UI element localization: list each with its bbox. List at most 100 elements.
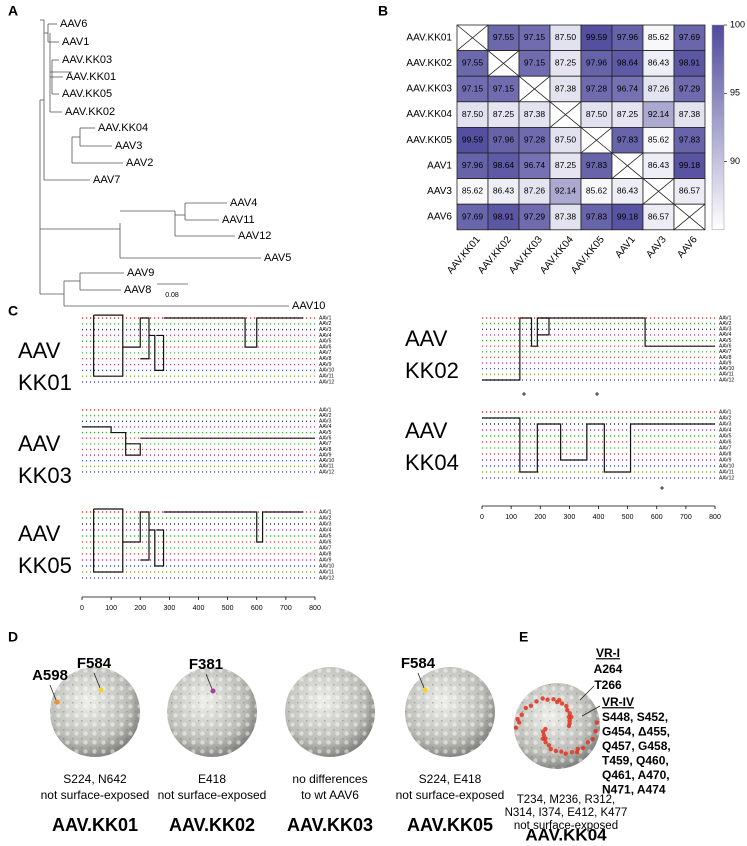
sequence-label: AAV2 — [719, 321, 732, 327]
variable-region-spot — [534, 699, 539, 704]
variable-region-spot — [563, 751, 568, 756]
x-tick-label: 700 — [680, 514, 692, 521]
recombination-path — [122, 511, 150, 561]
heat-cell — [456, 50, 489, 77]
tree-leaf-label: AAV11 — [222, 214, 255, 226]
note: S224, N642 — [63, 772, 127, 786]
heat-cell — [611, 50, 644, 77]
panel-name: KK04 — [405, 450, 459, 475]
residue-label: F584 — [77, 655, 112, 672]
x-tick-label: 0 — [80, 605, 84, 612]
recombination-path — [148, 334, 165, 371]
sequence-label: AAV5 — [319, 533, 332, 539]
row-label: AAV.KK05 — [406, 135, 452, 146]
recombination-path — [82, 426, 141, 456]
heat-cell — [549, 75, 582, 103]
panel-name: KK02 — [405, 358, 459, 383]
recombination-path — [163, 317, 304, 348]
note: S224, E418 — [419, 772, 482, 786]
region-residue: G454, Δ455, — [602, 725, 670, 739]
tree-leaf-label: AAV.KK01 — [66, 71, 116, 83]
cell-label: 87.26 — [524, 186, 546, 196]
cross — [642, 178, 675, 205]
row-label: AAV6 — [427, 212, 452, 223]
row-label: AAV.KK03 — [406, 84, 452, 95]
cell-label: 99.18 — [617, 211, 639, 221]
sequence-label: AAV4 — [319, 527, 332, 533]
tree-leaf-label: AAV3 — [115, 140, 142, 152]
sequence-label: AAV9 — [719, 360, 732, 366]
variable-region-spot — [575, 746, 581, 752]
sequence-label: AAV10 — [719, 463, 734, 469]
cell-label: 85.62 — [462, 186, 484, 196]
heat-cell — [611, 178, 644, 205]
heat-cell — [518, 24, 551, 52]
heat-cell — [487, 152, 520, 180]
sequence-label: AAV11 — [319, 374, 334, 380]
pointer — [581, 705, 601, 717]
x-tick-label: 800 — [309, 605, 321, 612]
cell-label: 87.25 — [617, 109, 639, 119]
note: E418 — [198, 772, 226, 786]
column-label: AAV.KK05 — [569, 234, 607, 276]
sequence-label: AAV6 — [319, 539, 332, 545]
row-label: AAV.KK01 — [406, 32, 452, 43]
sequence-label: AAV6 — [719, 439, 732, 445]
note: not surface-exposed — [158, 788, 267, 802]
heat-cell — [518, 178, 551, 205]
sequence-label: AAV3 — [319, 419, 332, 425]
recombination-path — [122, 317, 150, 360]
sequence-label: AAV2 — [319, 413, 332, 419]
cell-label: 98.64 — [493, 160, 515, 170]
cell-label: 85.62 — [648, 32, 670, 42]
row-label: AAV.KK04 — [406, 109, 452, 120]
heat-cell — [487, 178, 520, 205]
colorbar-tick-label: 90 — [730, 156, 740, 166]
recombination-path — [148, 529, 165, 567]
cell-label: 87.25 — [555, 58, 577, 68]
x-tick-label: 200 — [134, 605, 146, 612]
variable-region-spot — [551, 697, 556, 702]
variable-region-spot — [590, 736, 595, 742]
variable-region-spot — [585, 740, 591, 745]
variable-region-spot — [543, 736, 548, 741]
region-residue: T459, Q460, — [602, 754, 669, 768]
note: T234, M236, R312, — [517, 794, 615, 806]
sequence-label: AAV3 — [719, 421, 732, 427]
cell-label: 99.18 — [679, 160, 701, 170]
tree-leaf-label: AAV8 — [124, 284, 151, 296]
variable-region-spot — [553, 748, 559, 754]
panel-name: KK03 — [18, 463, 72, 488]
note: to wt AAV6 — [301, 788, 359, 802]
heat-cell — [487, 75, 520, 103]
cell-label: 99.59 — [462, 134, 484, 144]
row-label: AAV1 — [427, 160, 452, 171]
cell-label: 87.38 — [555, 83, 577, 93]
column-label: AAV3 — [644, 234, 669, 260]
cell-label: 97.96 — [462, 160, 484, 170]
tree-leaf-label: AAV7 — [93, 174, 120, 186]
cell-label: 86.43 — [648, 58, 670, 68]
sequence-label: AAV2 — [719, 415, 732, 421]
recombination-path — [93, 508, 124, 573]
heat-cell — [580, 203, 613, 231]
variable-region-spot — [567, 721, 572, 726]
cell-label: 86.43 — [493, 186, 515, 196]
panel-name: AAV — [18, 338, 61, 363]
sequence-label: AAV12 — [319, 379, 334, 385]
note: N314, I374, E412, K477 — [505, 807, 628, 819]
capsid-texture — [514, 683, 600, 769]
variable-region-spot — [541, 732, 547, 738]
cell-label: 86.43 — [648, 160, 670, 170]
x-tick-label: 100 — [505, 514, 517, 521]
sequence-label: AAV7 — [319, 350, 332, 356]
tree-leaf-label: AAV1 — [62, 36, 89, 48]
sequence-label: AAV7 — [719, 445, 732, 451]
variable-region-spot — [523, 705, 529, 711]
cell-label: 98.91 — [493, 211, 515, 221]
x-tick-label: 500 — [222, 605, 234, 612]
cell-label: 86.57 — [648, 211, 670, 221]
panel-letter: A — [8, 3, 18, 19]
panel-name: AAV — [18, 431, 61, 456]
